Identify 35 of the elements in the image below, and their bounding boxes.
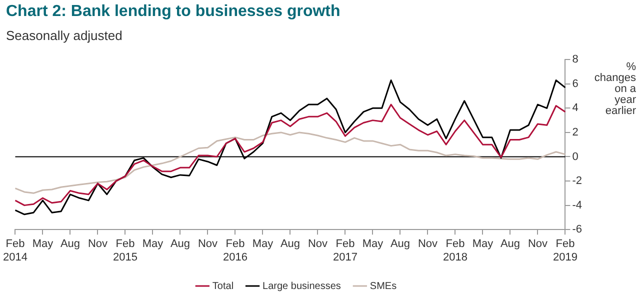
x-tick-label: Nov (418, 238, 438, 250)
y-tick-label: 0 (572, 150, 578, 163)
y-tick-label: -4 (572, 199, 582, 212)
x-tick-label: Feb 2019 (552, 238, 578, 264)
x-tick-label: Feb 2017 (332, 238, 358, 264)
x-tick-label: Aug (500, 238, 520, 250)
legend-label: Total (212, 280, 234, 292)
y-axis-title: % changes on a year earlier (594, 61, 637, 118)
y-tick-label: -6 (572, 224, 582, 236)
x-tick-label: Aug (170, 238, 190, 250)
x-tick-label: Nov (198, 238, 218, 250)
x-tick-label: Nov (308, 238, 328, 250)
y-tick-label: 8 (572, 54, 578, 66)
x-tick-label: May (32, 238, 54, 250)
y-tick-label: -2 (572, 175, 582, 188)
legend-label: Large businesses (262, 280, 341, 292)
x-tick-label: Aug (60, 238, 80, 250)
x-tick-label: May (362, 238, 384, 250)
x-tick-label: Nov (528, 238, 548, 250)
chart-subtitle: Seasonally adjusted (6, 28, 122, 43)
x-tick-label: May (472, 238, 494, 250)
x-tick-label: May (142, 238, 164, 250)
x-tick-label: Aug (280, 238, 300, 250)
x-tick-label: Aug (390, 238, 410, 250)
y-tick-label: 4 (572, 102, 578, 114)
y-tick-label: 6 (572, 78, 578, 90)
x-tick-label: Nov (88, 238, 108, 250)
y-tick-label: 2 (572, 126, 578, 138)
x-tick-label: Feb 2015 (112, 238, 138, 264)
x-tick-label: Feb 2014 (2, 238, 28, 264)
x-tick-label: Feb 2016 (222, 238, 248, 264)
chart-title: Chart 2: Bank lending to businesses growth (6, 3, 340, 21)
x-tick-label: Feb 2018 (442, 238, 468, 264)
x-tick-label: May (252, 238, 274, 250)
legend-label: SMEs (370, 280, 397, 292)
